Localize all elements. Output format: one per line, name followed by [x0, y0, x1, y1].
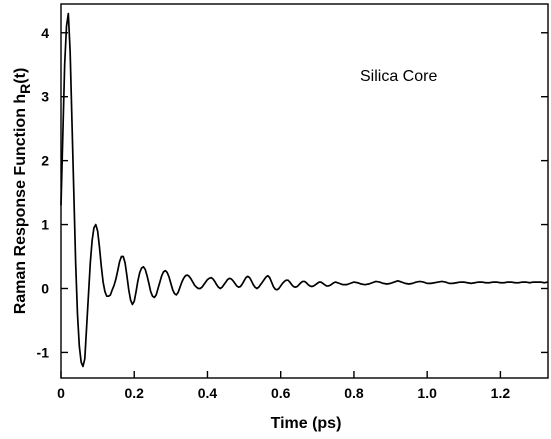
y-tick-label-1: 0: [41, 280, 49, 296]
x-axis-ticks: [60, 371, 502, 378]
y-axis-title-subscript: R: [17, 84, 33, 94]
x-tick-label-5: 1.0: [417, 385, 437, 401]
x-axis-title: Time (ps): [271, 415, 342, 432]
y-tick-label-3: 2: [41, 153, 49, 169]
y-axis-title-suffix: (t): [12, 68, 29, 84]
x-tick-label-6: 1.2: [491, 385, 511, 401]
x-tick-label-2: 0.4: [198, 385, 218, 401]
y-tick-label-2: 1: [41, 217, 49, 233]
x-tick-label-4: 0.8: [344, 385, 364, 401]
x-tick-label-3: 0.6: [271, 385, 291, 401]
x-tick-label-1: 0.2: [124, 385, 144, 401]
y-axis-title-main: Raman Response Function h: [12, 94, 29, 314]
y-axis-tick-labels: -1 0 1 2 3 4: [37, 25, 50, 361]
annotation-silica-core: Silica Core: [360, 68, 437, 85]
y-tick-label-5: 4: [41, 25, 49, 41]
right-axis-ticks: [541, 32, 548, 354]
series-line-raman-response: [60, 12, 549, 368]
x-axis-tick-labels: 0 0.2 0.4 0.6 0.8 1.0 1.2: [57, 385, 510, 401]
y-axis-title: Raman Response Function hR(t): [12, 68, 33, 315]
x-tick-label-0: 0: [57, 385, 65, 401]
y-tick-label-0: -1: [37, 344, 50, 360]
y-tick-label-4: 3: [41, 89, 49, 105]
plot-frame: [60, 3, 549, 379]
